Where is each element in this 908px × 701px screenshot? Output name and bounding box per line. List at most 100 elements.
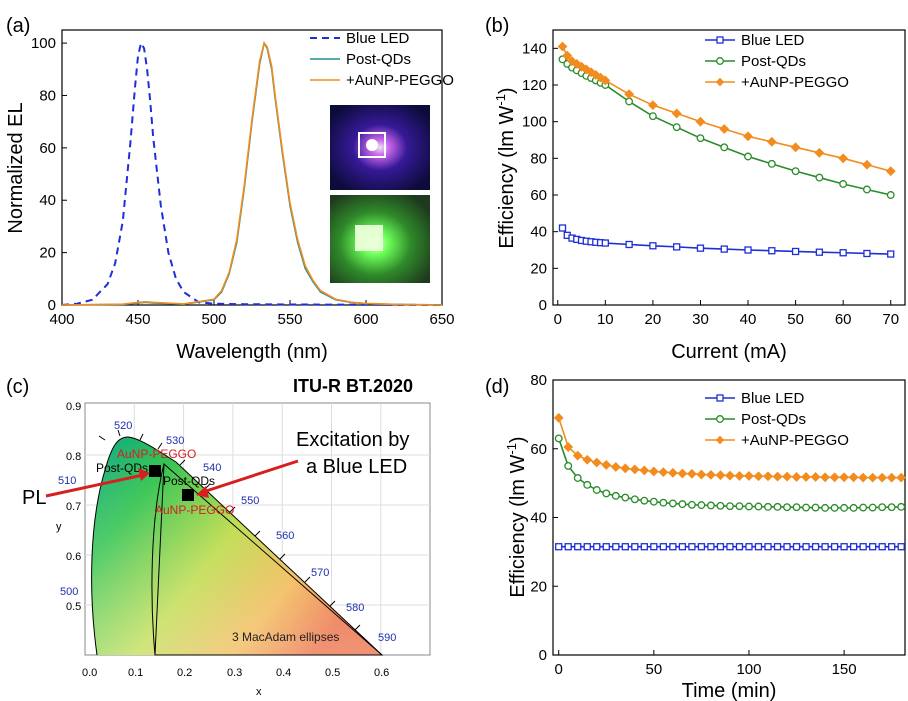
arrow-excitation xyxy=(202,459,299,494)
legend-marker xyxy=(715,77,725,87)
y-tick-label: 100 xyxy=(522,114,547,131)
cie-xtick-2: 0.2 xyxy=(177,667,192,679)
data-point xyxy=(558,55,567,64)
data-point xyxy=(602,543,610,551)
data-point xyxy=(734,470,745,481)
data-point xyxy=(557,41,568,52)
data-point xyxy=(667,467,678,478)
data-point xyxy=(640,543,648,551)
data-point xyxy=(887,250,895,258)
data-point xyxy=(791,472,802,482)
locus-tick-marks xyxy=(98,429,361,631)
panel-b: (b) 0 10 20 30 40 50 60 70 0 20 40 60 80 100 120 140 Cu… xyxy=(485,15,906,363)
data-point xyxy=(897,502,906,511)
cie-point-excitation xyxy=(182,489,194,501)
data-point xyxy=(868,503,877,512)
data-point xyxy=(592,486,601,494)
y-tick-label: 40 xyxy=(530,510,547,527)
data-point xyxy=(553,412,564,423)
legend-marker xyxy=(716,36,724,44)
data-point xyxy=(631,543,639,551)
data-point xyxy=(735,543,744,551)
data-point xyxy=(719,124,730,134)
y-tick-label: 40 xyxy=(39,192,56,209)
panel-label-d: (d) xyxy=(485,376,509,398)
data-point xyxy=(659,543,668,551)
data-point xyxy=(669,543,677,551)
y-tick-label: 0 xyxy=(48,297,56,314)
label-postqds-left: Post-QDs xyxy=(96,461,148,475)
data-point xyxy=(815,173,824,182)
y-tick-label: 80 xyxy=(39,87,56,104)
data-point xyxy=(726,502,734,511)
data-point xyxy=(886,472,897,483)
data-point xyxy=(744,246,752,254)
data-point xyxy=(801,472,811,482)
data-point xyxy=(630,495,639,504)
data-point xyxy=(621,493,630,502)
data-point xyxy=(555,543,563,551)
data-point xyxy=(582,454,593,465)
data-point xyxy=(716,543,725,551)
axis-ticks-d: 0 50 100 150 0 20 40 60 80 xyxy=(530,372,856,678)
plot-frame-b xyxy=(552,29,906,306)
data-point xyxy=(862,185,871,194)
spectral-locus xyxy=(91,436,383,656)
data-point xyxy=(649,242,657,250)
data-point xyxy=(621,543,629,551)
wl-label-550: 550 xyxy=(241,495,259,507)
y-tick-label: 20 xyxy=(39,245,56,262)
data-point xyxy=(859,503,868,512)
cie-ytick-3: 0.8 xyxy=(66,451,81,463)
x-tick-label: 100 xyxy=(736,661,761,678)
data-point xyxy=(677,468,688,479)
y-tick-label: 60 xyxy=(39,140,56,157)
data-point xyxy=(706,469,716,480)
data-point xyxy=(802,543,810,551)
data-point xyxy=(706,501,715,510)
data-point xyxy=(720,143,729,152)
data-point xyxy=(564,543,572,551)
series-line-0 xyxy=(61,40,443,306)
data-point xyxy=(688,543,696,551)
data-point xyxy=(754,502,763,511)
cie-xtick-5: 0.5 xyxy=(325,667,340,679)
data-point xyxy=(673,243,681,251)
data-point xyxy=(639,465,650,476)
legend-label: Blue LED xyxy=(346,30,410,47)
data-point xyxy=(782,471,792,482)
wl-label-560: 560 xyxy=(276,530,294,542)
data-point xyxy=(678,543,687,551)
data-point xyxy=(810,472,821,482)
data-point xyxy=(720,245,728,253)
data-point xyxy=(649,497,658,506)
y-tick-label: 20 xyxy=(530,260,547,277)
data-point xyxy=(839,249,847,257)
series-group-a xyxy=(61,40,443,306)
legend-label: Post-QDs xyxy=(741,53,806,70)
cie-xtick-4: 0.4 xyxy=(276,667,291,679)
data-point xyxy=(863,249,871,258)
y-tick-label: 120 xyxy=(522,77,547,94)
data-point xyxy=(811,543,820,551)
data-point xyxy=(573,474,582,482)
y-tick-label: 0 xyxy=(539,647,547,664)
data-point xyxy=(886,191,895,199)
x-tick-label: 40 xyxy=(740,311,757,328)
data-point xyxy=(659,498,668,507)
data-point xyxy=(745,543,753,551)
data-point xyxy=(564,461,573,470)
data-point xyxy=(574,543,582,551)
wl-label-520: 520 xyxy=(114,420,132,432)
data-point xyxy=(840,503,849,512)
legend-b: Blue LED Post-QDs +AuNP-PEGGO xyxy=(705,32,849,91)
y-tick-label: 60 xyxy=(530,187,547,204)
legend-label: +AuNP-PEGGO xyxy=(346,72,454,89)
data-point xyxy=(814,147,825,158)
data-point xyxy=(858,472,869,483)
x-axis-label-b: Current (mA) xyxy=(671,341,787,363)
legend-marker xyxy=(716,57,724,65)
legend-label: Post-QDs xyxy=(346,51,411,68)
data-point xyxy=(745,502,753,511)
